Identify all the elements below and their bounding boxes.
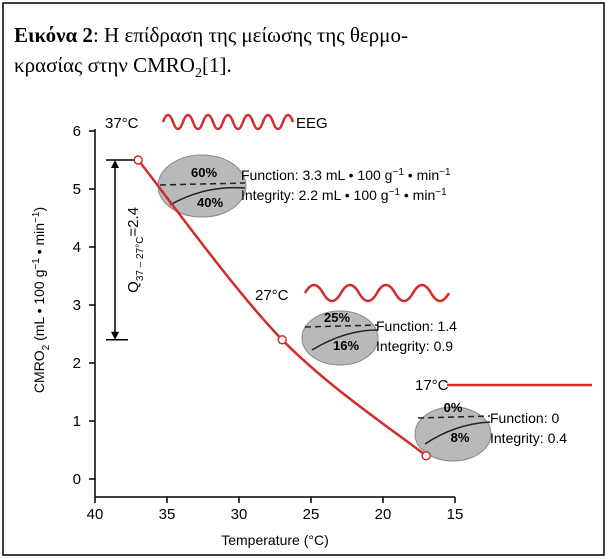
caption-line-2: κρασίας στην CMRO2[1]. [14, 53, 232, 81]
x-tick-label: 30 [231, 506, 248, 523]
function-label: Function: 0 [490, 410, 559, 426]
x-tick-label: 40 [87, 506, 104, 523]
percent-label: 8% [451, 430, 470, 445]
y-axis-label-part: 2 [41, 344, 52, 350]
brain-lines [159, 182, 491, 445]
integrity-label-part: Integrity: 0.4 [490, 430, 567, 446]
y-axis-label-part: ) [31, 207, 47, 212]
x-tick-label: 20 [375, 506, 392, 523]
y-tick-label: 1 [73, 413, 81, 430]
y-tick-label: 3 [73, 297, 81, 314]
point [421, 451, 431, 461]
point [277, 335, 287, 345]
caption-label: Εικόνα 2 [14, 23, 93, 47]
caption-line-1: Εικόνα 2: Η επίδραση της μείωσης της θερ… [14, 23, 408, 47]
integrity-label-part: −1 [389, 187, 401, 198]
y-tick-label: 2 [73, 355, 81, 372]
temperature-label: 17°C [415, 377, 449, 394]
function-label-part: Function: 3.3 mL • 100 g [241, 167, 392, 183]
x-axis-label: Temperature (°C) [221, 532, 329, 548]
temperature-label: 27°C [255, 287, 289, 304]
q-label-part: 37 – 27°C [135, 237, 146, 282]
q-label-part: =2.4 [125, 207, 142, 237]
x-tick-label: 15 [447, 506, 464, 523]
percent-label: 60% [191, 165, 217, 180]
y-tick-label: 0 [73, 471, 81, 488]
function-label: Function: 1.4 [376, 318, 457, 334]
eeg-waves [161, 113, 592, 387]
integrity-label: Integrity: 0.9 [376, 338, 453, 354]
y-tick-label: 5 [73, 181, 81, 198]
percent-label: 40% [197, 195, 223, 210]
function-label-part: • min [404, 167, 439, 183]
function-label-part: −1 [392, 167, 404, 178]
y-tick-label: 4 [73, 239, 81, 256]
x-tick-label: 35 [159, 506, 176, 523]
y-axis-label-part: −1 [31, 211, 42, 223]
caption-text: κρασίας στην CMRO [14, 53, 195, 77]
function-label: Function: 3.3 mL • 100 g−1 • min−1 [241, 167, 451, 183]
function-label-part: Function: 0 [490, 410, 559, 426]
y-axis-label: CMRO2 (mL • 100 g−1 • min−1) [31, 207, 52, 393]
y-axis-label-part: −1 [31, 258, 42, 270]
q-label-part: Q [125, 281, 142, 293]
integrity-label: Integrity: 2.2 mL • 100 g−1 • min−1 [241, 187, 447, 203]
y-axis-label-part: (mL • 100 g [31, 270, 47, 345]
integrity-label-part: Integrity: 2.2 mL • 100 g [241, 187, 389, 203]
point [133, 155, 143, 165]
function-label-part: Function: 1.4 [376, 318, 457, 334]
caption-sub: 2 [195, 66, 202, 81]
temperature-label: 37°C [105, 115, 139, 132]
y-axis-label-part: CMRO [31, 350, 47, 393]
brain-icons [157, 154, 492, 462]
integrity-label-part: • min [400, 187, 435, 203]
caption-text: : Η επίδραση της μείωσης της θερμο- [93, 23, 408, 47]
q-label: Q37 – 27°C=2.4 [125, 207, 146, 293]
y-axis-label-part: • min [31, 223, 47, 258]
x-tick-label: 25 [303, 506, 320, 523]
eeg-label: EEG [296, 115, 328, 132]
y-tick-label: 6 [73, 123, 81, 140]
integrity-label: Integrity: 0.4 [490, 430, 567, 446]
integrity-label-part: Integrity: 0.9 [376, 338, 453, 354]
integrity-label-part: −1 [435, 187, 447, 198]
function-label-part: −1 [439, 167, 451, 178]
percent-label: 16% [333, 338, 359, 353]
caption-text: [1]. [202, 53, 232, 77]
percent-label: 0% [444, 400, 463, 415]
percent-label: 25% [324, 310, 350, 325]
